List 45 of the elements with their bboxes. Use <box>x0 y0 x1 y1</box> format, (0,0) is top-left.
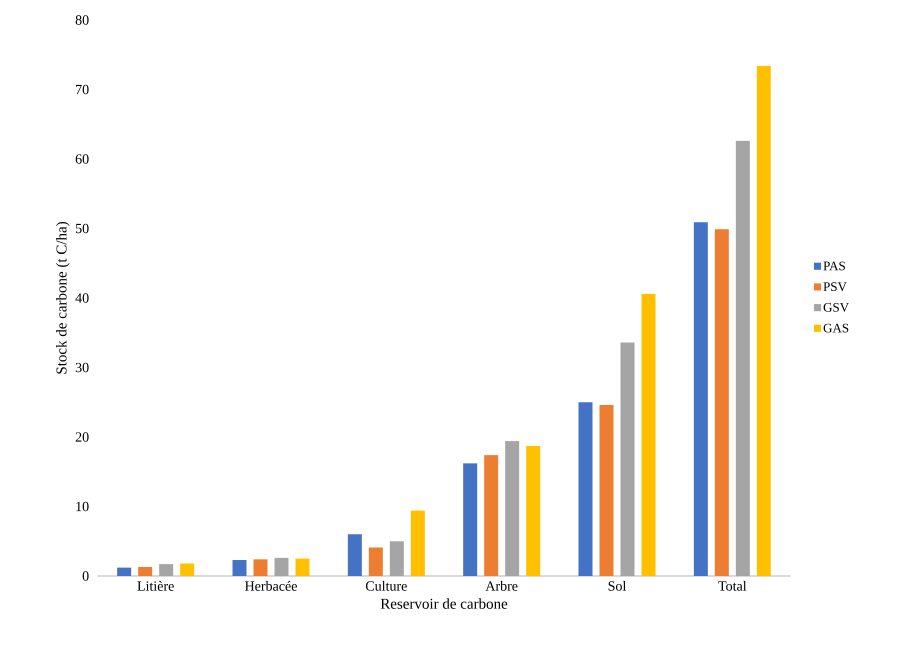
y-axis-title: Stock de carbone (t C/ha) <box>56 222 70 374</box>
y-tick-label: 80 <box>76 15 89 25</box>
bar <box>642 294 656 576</box>
y-tick-label: 20 <box>76 432 89 442</box>
x-tick-label: Sol <box>608 580 626 591</box>
bar <box>368 548 383 576</box>
x-tick-label: Culture <box>366 580 407 591</box>
bar <box>254 559 268 576</box>
x-tick-label: Arbre <box>485 580 518 591</box>
bar <box>274 558 288 576</box>
legend-label: GSV <box>824 302 849 312</box>
bar <box>296 558 310 576</box>
bar <box>410 510 425 576</box>
y-tick-label: 50 <box>76 224 89 234</box>
bar <box>578 402 592 576</box>
legend-label: GAS <box>824 324 848 332</box>
bar <box>484 455 498 576</box>
bar <box>390 541 404 576</box>
bar <box>138 566 152 576</box>
y-tick-label: 70 <box>76 84 89 94</box>
bar <box>736 140 750 576</box>
bar <box>463 463 478 576</box>
bar <box>348 534 362 576</box>
y-tick-label: 40 <box>75 293 89 303</box>
bar <box>117 568 132 576</box>
y-tick-label: 10 <box>76 502 89 512</box>
y-tick-label: 30 <box>76 362 89 372</box>
legend-label: PSV <box>823 282 847 292</box>
x-axis-title: Reservoir de carbone <box>380 598 508 609</box>
bar <box>180 563 194 576</box>
bar <box>505 441 520 576</box>
x-tick-label: Herbacée <box>244 580 297 591</box>
bar <box>756 66 771 576</box>
bar <box>526 446 540 576</box>
x-tick-label: Litière <box>137 580 174 591</box>
bar <box>159 564 174 576</box>
bar <box>232 560 246 576</box>
bar <box>714 229 729 576</box>
bar <box>620 342 634 576</box>
y-tick-label: 0 <box>82 571 89 581</box>
legend-label: PAS <box>823 262 845 270</box>
y-tick-label: 60 <box>76 154 89 164</box>
bar <box>694 222 708 576</box>
bar <box>600 405 614 576</box>
x-tick-label: Total <box>718 580 746 591</box>
